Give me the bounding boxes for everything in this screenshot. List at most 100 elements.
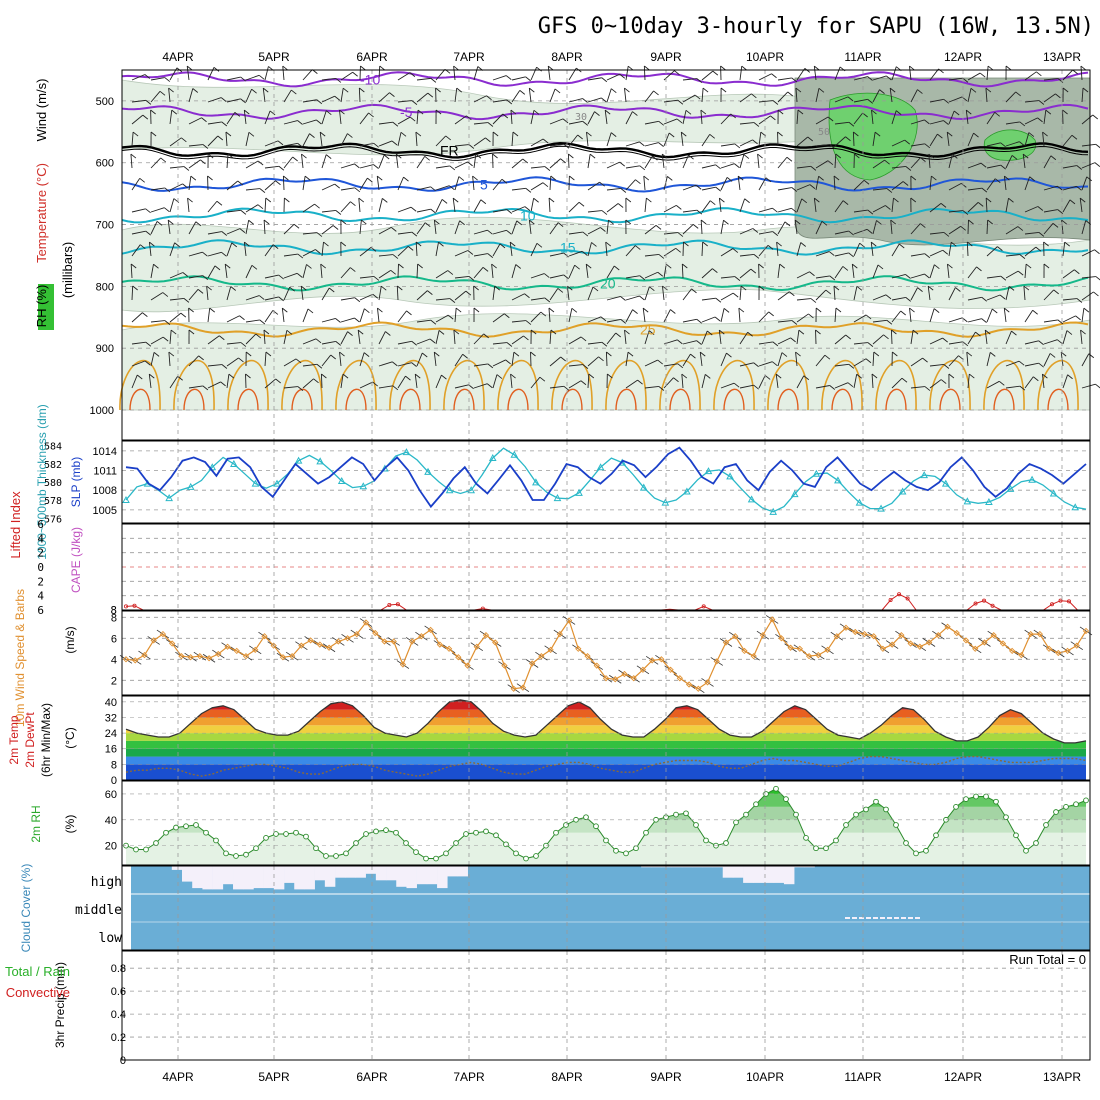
wind-barb-flag	[632, 309, 638, 314]
wind-barb-flag	[385, 331, 391, 336]
wind-barb	[681, 374, 684, 389]
wind-barb	[948, 225, 961, 235]
wind-barb	[245, 160, 259, 169]
wind-barb-flag	[829, 275, 836, 281]
wind-barb	[910, 287, 918, 301]
wind-barb-flag	[905, 274, 911, 279]
wind-barb-flag	[238, 357, 244, 363]
wind-barb	[834, 266, 844, 279]
wind-barb	[813, 66, 817, 81]
wind-barb-flag	[224, 263, 231, 269]
wind-barb-flag	[712, 70, 719, 76]
wind-barb	[967, 187, 982, 191]
wind-barb-flag	[1004, 175, 1010, 181]
wind-barb	[872, 205, 886, 213]
wind-barb	[1062, 374, 1068, 389]
rh-point	[733, 819, 739, 826]
wind-barb-flag	[772, 207, 778, 213]
wind-barb-flag	[340, 241, 347, 247]
wind-barb	[1024, 310, 1034, 323]
wind-barb	[1043, 223, 1054, 235]
precip-ytick-0.6: 0.6	[111, 986, 126, 998]
wind-barb-flag	[373, 276, 380, 281]
rh-bands	[126, 788, 1086, 865]
wind-barb-flag	[950, 241, 957, 247]
wind-barb	[777, 291, 790, 301]
wind-barb	[397, 206, 412, 213]
wind-barb-flag	[947, 263, 953, 269]
wind-barb-flag	[877, 264, 884, 270]
cloud-label-low: low	[99, 931, 123, 946]
wind-barb	[511, 335, 524, 345]
slp-point	[769, 507, 778, 515]
wind-barb	[948, 317, 963, 323]
wind-barb-flag	[997, 246, 1003, 251]
wind-barb-flag	[586, 131, 592, 137]
slp-ytick-1005: 1005	[93, 505, 117, 517]
wind-barb	[947, 264, 950, 279]
wind-barb	[359, 308, 365, 323]
wind-barb-flag	[192, 88, 199, 93]
wind-barb	[775, 374, 779, 389]
ylabel-cloud-cover: Cloud Cover (%)	[19, 864, 33, 953]
wind10-point	[667, 666, 674, 673]
lifted-index-point	[387, 602, 392, 607]
wind-barb-flag	[580, 380, 587, 386]
wind-barb-flag	[560, 158, 566, 164]
wind-barb	[378, 254, 393, 257]
wind-barb	[605, 242, 608, 257]
cloud-high-gap	[804, 866, 815, 868]
wind-barb-flag	[320, 263, 327, 269]
slp-point	[294, 456, 303, 464]
wind-barb	[321, 154, 327, 169]
isotherm-label-15: 15	[560, 239, 576, 255]
wind-barb	[739, 139, 753, 147]
wind-barb	[796, 198, 803, 213]
wind-barb	[148, 242, 152, 257]
wind-barb-flag	[848, 363, 855, 369]
wind-barb-flag	[833, 285, 840, 291]
wind-barb-flag	[752, 228, 759, 233]
wind-barb	[264, 296, 279, 301]
wind-barb	[397, 100, 412, 103]
rh-point	[803, 835, 809, 841]
wind-barb	[473, 253, 488, 257]
wind-barb-flag	[924, 143, 931, 149]
wind-barb	[549, 88, 556, 103]
wind-barb	[473, 333, 484, 345]
wind-barb-flag	[174, 242, 180, 248]
lifted-index-point	[1050, 602, 1055, 607]
wind-barb	[549, 356, 561, 367]
wind-barb	[625, 309, 633, 323]
wind-barb-flag	[953, 110, 960, 116]
wind-barb	[701, 70, 714, 81]
wind-barb	[681, 263, 684, 279]
wind-barb-flag	[259, 188, 266, 193]
lifted-index-point	[973, 601, 978, 606]
wind-barb	[320, 264, 323, 279]
wind-barb	[871, 110, 874, 125]
wind-barb	[378, 140, 393, 147]
wind-barb	[720, 113, 732, 125]
ylabel-millibars: (millibars)	[60, 242, 75, 298]
wind-barb-flag	[214, 265, 221, 271]
wind-barb	[1041, 374, 1045, 389]
wind-barb-flag	[1042, 373, 1048, 379]
wind-barb-flag	[962, 77, 969, 83]
wind-barb-flag	[297, 120, 303, 125]
wind-barb-flag	[447, 270, 454, 275]
wind10-point	[741, 647, 748, 655]
wind-barb-flag	[940, 379, 947, 384]
wind-barb-flag	[815, 329, 821, 335]
rh-point	[513, 850, 519, 857]
wind-barb-flag	[794, 219, 801, 225]
wind-barb	[150, 187, 165, 191]
wind-barb-flag	[652, 155, 658, 161]
wind-barb	[131, 114, 144, 125]
wind-barb	[758, 375, 766, 389]
wind-barb	[187, 198, 190, 213]
wind-barb	[948, 96, 963, 103]
rh-point	[483, 828, 489, 835]
wind-barb-flag	[791, 77, 798, 83]
wind-barb-flag	[619, 161, 625, 167]
